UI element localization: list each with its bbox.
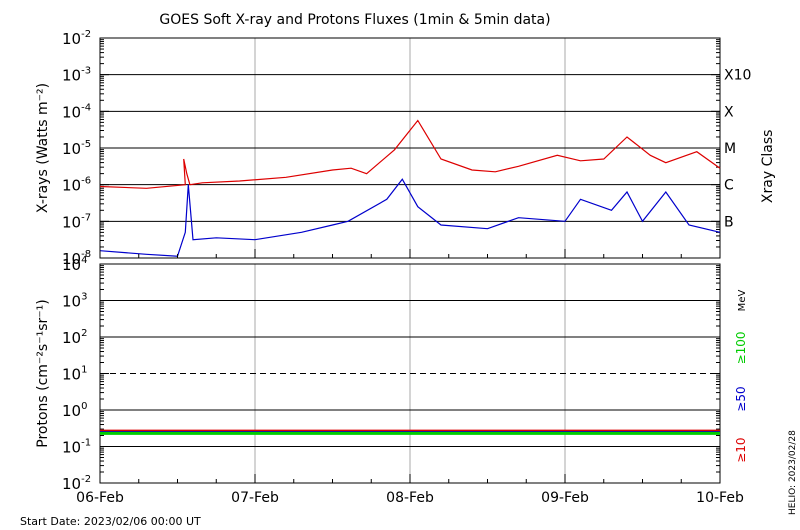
xray-class-label: B xyxy=(724,214,734,230)
y-tick-label: 10-4 xyxy=(62,102,91,121)
y-tick-label: 10-3 xyxy=(62,66,91,85)
proton-energy-label: ≥50 xyxy=(734,386,748,411)
y-tick-label: 10-1 xyxy=(62,438,91,457)
xray-series-line xyxy=(99,178,721,257)
x-tick-label: 10-Feb xyxy=(696,490,744,506)
helio-stamp: HELIO: 2023/02/28 xyxy=(788,430,798,515)
xray-class-label: X10 xyxy=(724,68,751,84)
start-date-label: Start Date: 2023/02/06 00:00 UT xyxy=(20,515,201,528)
y-tick-label: 10-2 xyxy=(62,29,91,48)
x-axis: 06-Feb 07-Feb 08-Feb 09-Feb 10-Feb xyxy=(76,249,744,506)
y-tick-label: 103 xyxy=(62,292,87,311)
xray-class-label: C xyxy=(724,178,734,194)
x-tick-label: 08-Feb xyxy=(386,490,434,506)
y-axis-label: X-rays (Watts m⁻²) xyxy=(35,83,51,213)
xray-series-line xyxy=(99,119,721,189)
proton-unit-label: MeV xyxy=(737,290,748,312)
proton-panel: 10-2 10-1 100 101 102 103 104 Protons (cm⁻²s⁻¹s… xyxy=(35,255,748,493)
xray-class-label: M xyxy=(724,141,736,157)
chart-title: GOES Soft X-ray and Protons Fluxes (1min… xyxy=(159,12,550,28)
proton-energy-label: ≥100 xyxy=(734,331,748,364)
xray-class-label: X xyxy=(724,104,734,120)
y-tick-label: 104 xyxy=(62,255,87,274)
y-tick-label: 10-8 xyxy=(62,249,91,268)
y-tick-label: 100 xyxy=(62,401,87,420)
y-tick-label: 10-7 xyxy=(62,212,91,231)
y-tick-label: 101 xyxy=(62,365,87,384)
y-tick-label: 10-2 xyxy=(62,474,91,493)
y-tick-label: 102 xyxy=(62,328,87,347)
proton-energy-label: ≥10 xyxy=(734,437,748,462)
y-tick-label: 10-5 xyxy=(62,139,91,158)
y-tick-label: 10-6 xyxy=(62,176,91,195)
x-tick-label: 09-Feb xyxy=(541,490,589,506)
y-axis-label: Protons (cm⁻²s⁻¹sr⁻¹) xyxy=(35,299,51,448)
xray-panel: 10-8 10-7 10-6 10-5 10-4 10-3 10-2 X-rays (Watt… xyxy=(35,29,776,268)
x-tick-label: 07-Feb xyxy=(231,490,279,506)
x-tick-label: 06-Feb xyxy=(76,490,124,506)
xray-class-axis-label: Xray Class xyxy=(760,130,776,204)
